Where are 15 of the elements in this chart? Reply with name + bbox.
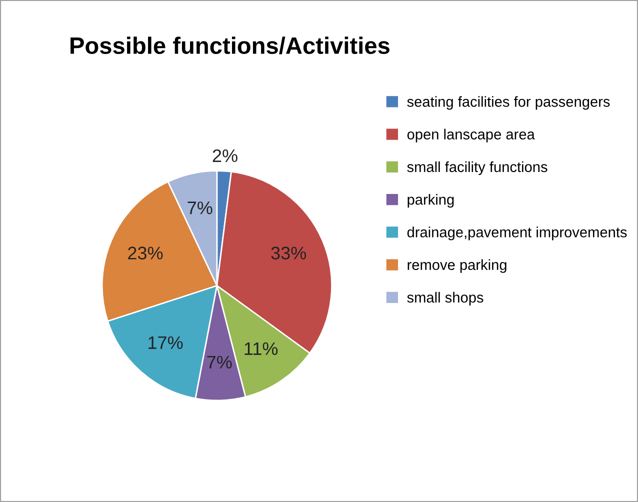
data-label: 23% [128, 246, 163, 260]
data-label: 17% [148, 336, 183, 349]
legend-label: small facility functions [407, 161, 548, 176]
data-label: 11% [244, 342, 278, 355]
data-label: 33% [271, 246, 306, 260]
legend-label: drainage,pavement improvements [407, 226, 627, 240]
chart-title: Possible functions/Activities [70, 36, 390, 54]
legend-label: small shops [407, 292, 484, 306]
legend-label: parking [408, 194, 454, 208]
data-label: 7% [207, 356, 232, 368]
legend-label: open lanscape area [407, 128, 535, 142]
legend-label: remove parking [408, 259, 506, 273]
data-label: 7% [188, 202, 212, 214]
data-label: 2% [212, 149, 238, 162]
legend-label: seating facilities for passengers [407, 96, 610, 110]
